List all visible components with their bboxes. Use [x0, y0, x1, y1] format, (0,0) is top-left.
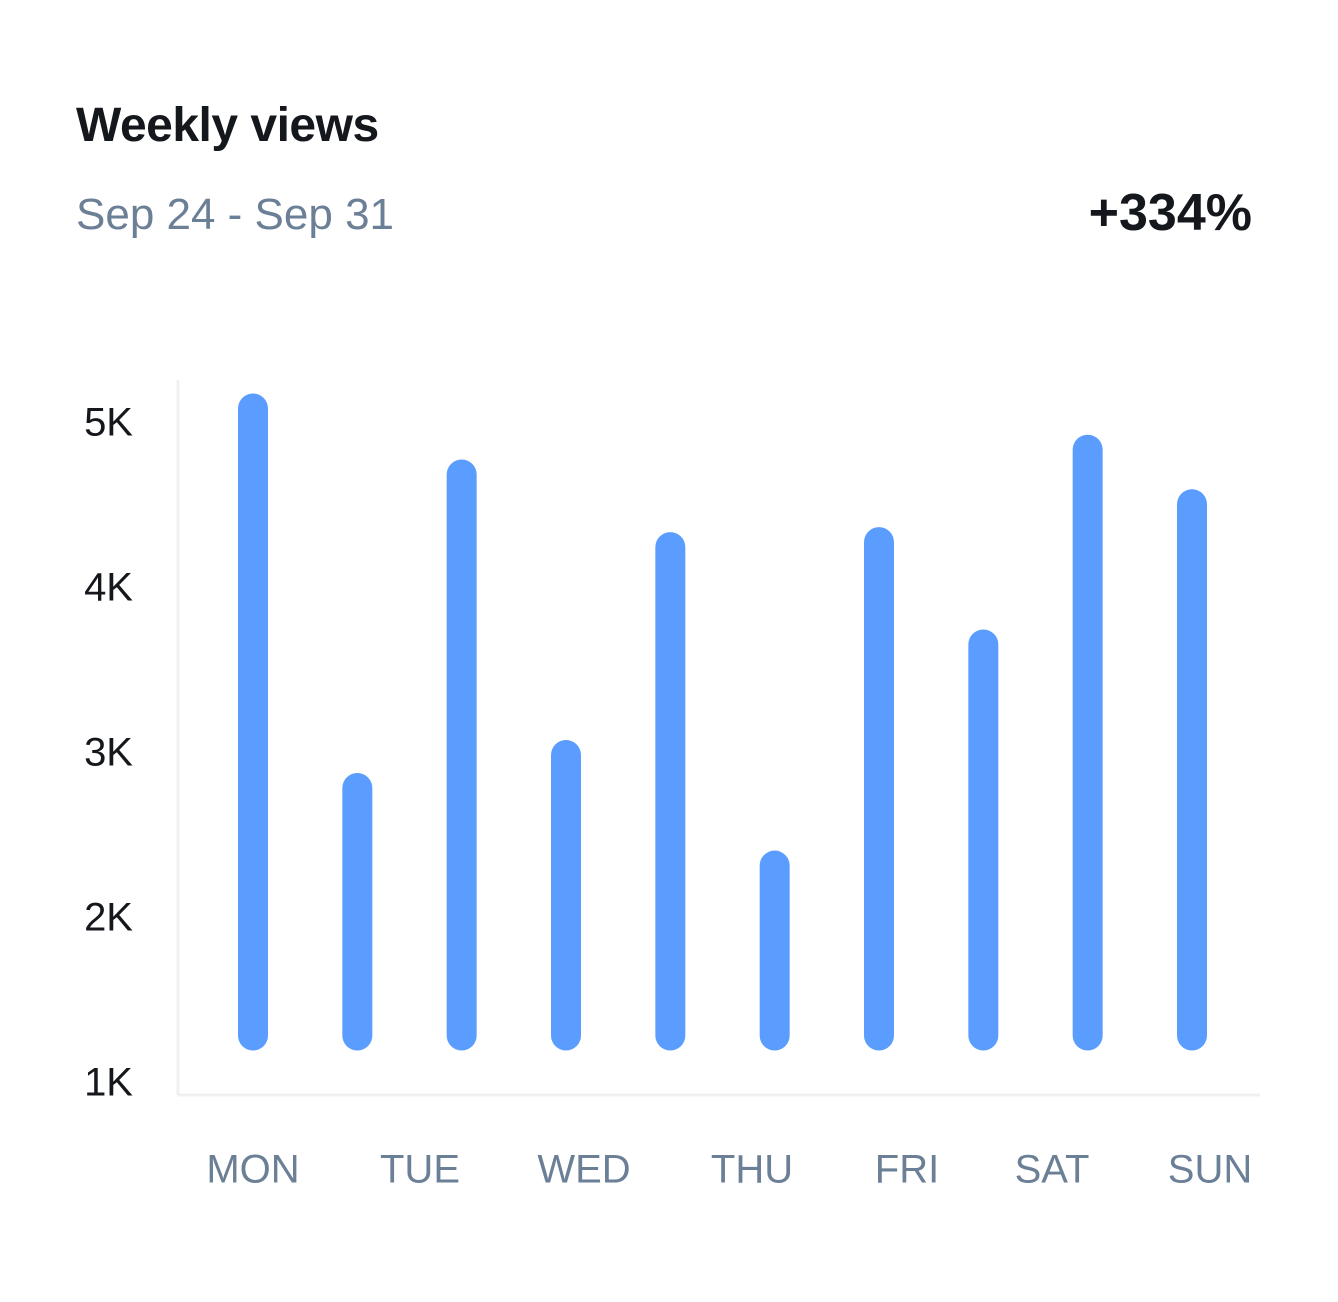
x-tick-label-sun: SUN — [1168, 1148, 1252, 1192]
bar — [864, 527, 894, 1051]
x-axis-ticks: MON TUE WED THU FRI SAT SUN — [206, 1148, 1252, 1192]
change-percentage: +334% — [1088, 184, 1252, 242]
y-tick-label: 2K — [84, 896, 133, 940]
bar — [238, 393, 268, 1051]
bar — [655, 532, 686, 1051]
x-tick-label-wed: WED — [537, 1148, 630, 1192]
y-tick-label: 5K — [84, 401, 133, 445]
bar — [968, 629, 999, 1051]
x-tick-label-mon: MON — [206, 1148, 299, 1192]
y-tick-label: 4K — [84, 566, 133, 610]
bar — [446, 459, 477, 1051]
x-tick-label-tue: TUE — [380, 1148, 460, 1192]
y-axis-ticks: 1K 2K 3K 4K 5K — [84, 401, 133, 1105]
y-tick-label: 3K — [84, 731, 133, 775]
bars — [238, 393, 1207, 1051]
x-tick-label-thu: THU — [711, 1148, 793, 1192]
x-tick-label-fri: FRI — [875, 1148, 939, 1192]
bar — [1072, 434, 1103, 1051]
y-tick-label: 1K — [84, 1061, 133, 1105]
bar — [342, 773, 373, 1051]
bar — [1177, 489, 1207, 1051]
x-tick-label-sat: SAT — [1015, 1148, 1090, 1192]
bar — [551, 740, 581, 1051]
date-range: Sep 24 - Sep 31 — [76, 190, 395, 239]
chart-title: Weekly views — [76, 99, 379, 152]
bar — [759, 850, 790, 1051]
